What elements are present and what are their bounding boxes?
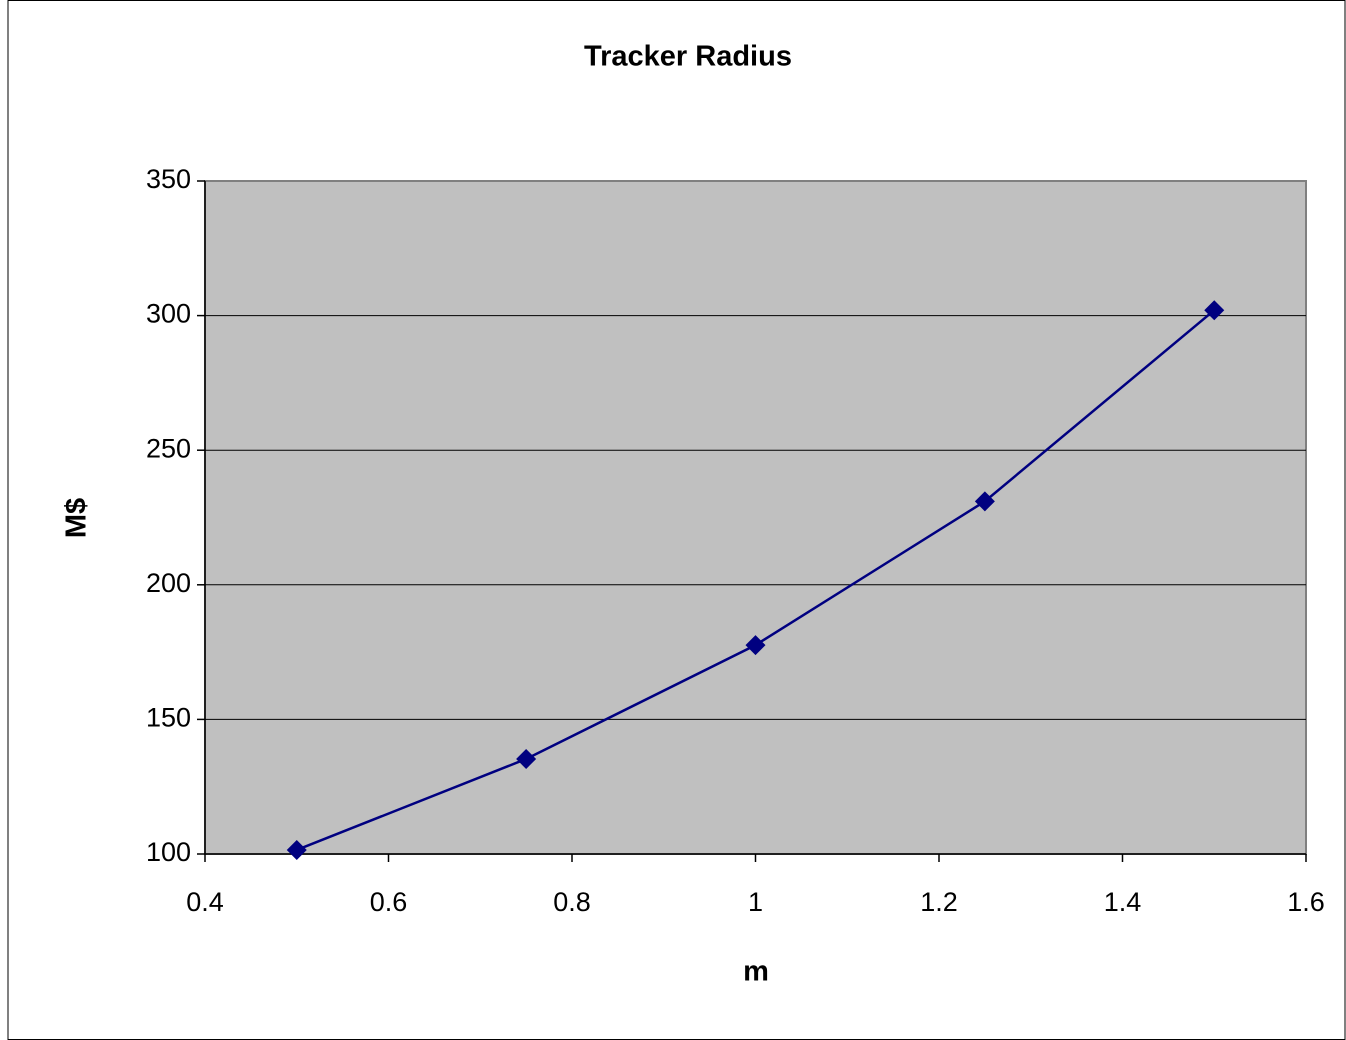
marker [286,839,307,860]
plot-area [204,180,1307,855]
marker [516,748,537,769]
x-axis-label: m [743,956,769,988]
marker [974,491,995,512]
x-tick-label: 1.6 [1287,887,1325,917]
y-tick-label: 200 [146,568,191,598]
y-tick-label: 300 [146,299,191,329]
y-tick-label: 100 [146,837,191,867]
x-tick-label: 1.2 [920,887,958,917]
x-tick-label: 1.4 [1104,887,1142,917]
y-tick-label: 250 [146,433,191,463]
x-tick-label: 0.6 [370,887,408,917]
y-tick-label: 150 [146,703,191,733]
x-tick-label: 1 [748,887,763,917]
x-tick-label: 0.4 [186,887,224,917]
x-tick-label: 0.8 [553,887,591,917]
marker [745,635,766,656]
y-tick-label: 350 [146,164,191,194]
y-axis-label: M$ [61,498,93,538]
marker [1204,300,1225,321]
chart-title: Tracker Radius [584,41,792,73]
